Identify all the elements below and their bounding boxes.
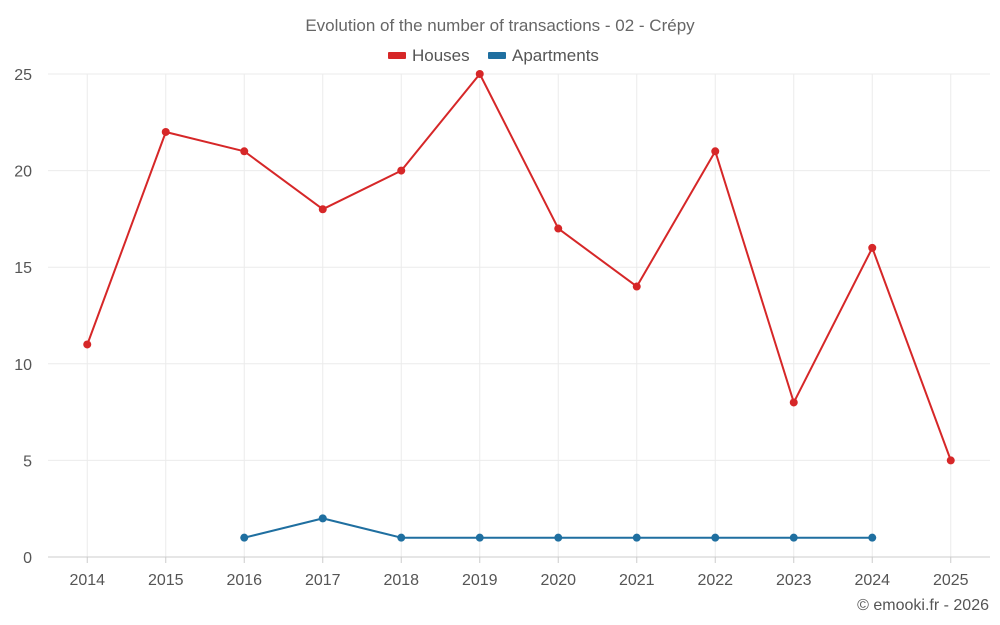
data-point-apartments[interactable] [789, 533, 798, 542]
x-tick-label: 2014 [69, 572, 105, 589]
x-tick-label: 2023 [776, 572, 812, 589]
y-tick-label: 25 [14, 67, 32, 84]
x-tick-label: 2016 [226, 572, 262, 589]
legend-label: Houses [412, 46, 470, 65]
data-point-houses[interactable] [240, 147, 249, 156]
series-apartments [240, 514, 877, 542]
data-point-houses[interactable] [318, 205, 327, 214]
legend-item-houses[interactable]: Houses [388, 46, 470, 65]
data-point-houses[interactable] [868, 243, 877, 252]
data-point-houses[interactable] [632, 282, 641, 291]
credit-text: © emooki.fr - 2026 [857, 597, 989, 614]
x-tick-label: 2020 [540, 572, 576, 589]
x-tick-label: 2022 [697, 572, 733, 589]
y-tick-label: 0 [23, 550, 32, 567]
data-point-houses[interactable] [789, 398, 798, 407]
data-point-houses[interactable] [554, 224, 563, 233]
data-point-apartments[interactable] [632, 533, 641, 542]
x-tick-label: 2024 [854, 572, 890, 589]
data-point-houses[interactable] [475, 70, 484, 78]
legend-swatch [488, 52, 506, 59]
x-tick-label: 2021 [619, 572, 655, 589]
series-line-houses [86, 73, 952, 461]
x-tick-label: 2015 [148, 572, 184, 589]
x-tick-label: 2019 [462, 572, 498, 589]
legend-swatch [388, 52, 406, 59]
legend-item-apartments[interactable]: Apartments [488, 46, 599, 65]
x-tick-label: 2018 [383, 572, 419, 589]
legend: Houses Apartments [388, 46, 599, 65]
data-point-apartments[interactable] [868, 533, 877, 542]
data-point-houses[interactable] [946, 456, 955, 465]
data-point-houses[interactable] [711, 147, 720, 156]
x-tick-label: 2017 [305, 572, 341, 589]
series-houses [83, 70, 955, 465]
data-point-houses[interactable] [397, 166, 406, 175]
chart-title: Evolution of the number of transactions … [305, 16, 695, 35]
data-point-apartments[interactable] [554, 533, 563, 542]
series-group [83, 70, 955, 542]
data-point-apartments[interactable] [318, 514, 327, 523]
y-tick-label: 5 [23, 453, 32, 470]
data-point-apartments[interactable] [475, 533, 484, 542]
data-point-apartments[interactable] [240, 533, 249, 542]
y-tick-label: 15 [14, 260, 32, 277]
data-point-apartments[interactable] [397, 533, 406, 542]
data-point-houses[interactable] [83, 340, 92, 349]
y-tick-label: 20 [14, 164, 32, 181]
grid [48, 73, 990, 557]
data-point-apartments[interactable] [711, 533, 720, 542]
legend-label: Apartments [512, 46, 599, 65]
y-tick-label: 10 [14, 357, 32, 374]
x-tick-label: 2025 [933, 572, 969, 589]
data-point-houses[interactable] [161, 127, 170, 136]
